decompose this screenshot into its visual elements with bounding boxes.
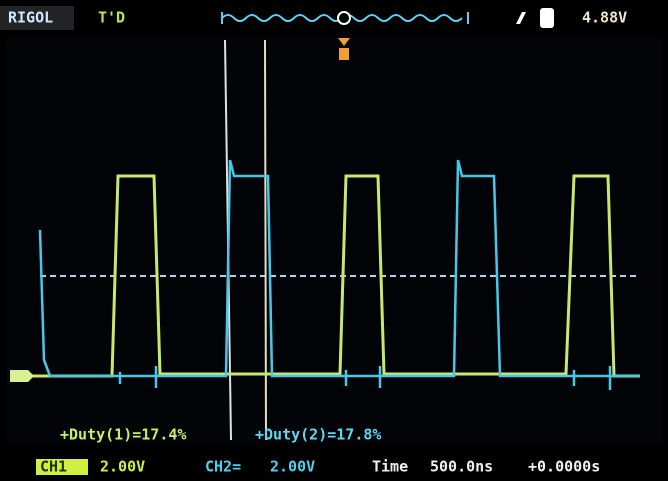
ch-icon — [540, 8, 554, 28]
measurement: +Duty(1)=17.4% — [60, 426, 186, 444]
ch1-label: CH1 — [40, 458, 67, 476]
page: RIGOL T'D 4.88V +Duty(1)=17.4% +Duty(2)=… — [0, 0, 668, 481]
ch2-label: CH2= — [205, 458, 241, 476]
trigger-status: T'D — [98, 9, 125, 27]
graticule-area — [6, 38, 662, 444]
time-scale: 500.0ns — [430, 458, 493, 476]
trigger-level: 4.88V — [582, 9, 627, 27]
cursor-b — [265, 40, 266, 440]
brand: RIGOL — [8, 9, 53, 27]
ch1-scale: 2.00V — [100, 458, 145, 476]
scope-screen: RIGOL T'D 4.88V +Duty(1)=17.4% +Duty(2)=… — [0, 0, 668, 481]
time-offset: +0.0000s — [528, 458, 600, 476]
ch2-scale: 2.00V — [270, 458, 315, 476]
time-label: Time — [372, 458, 408, 476]
memory-position — [338, 12, 350, 24]
measurement: +Duty(2)=17.8% — [255, 426, 381, 444]
